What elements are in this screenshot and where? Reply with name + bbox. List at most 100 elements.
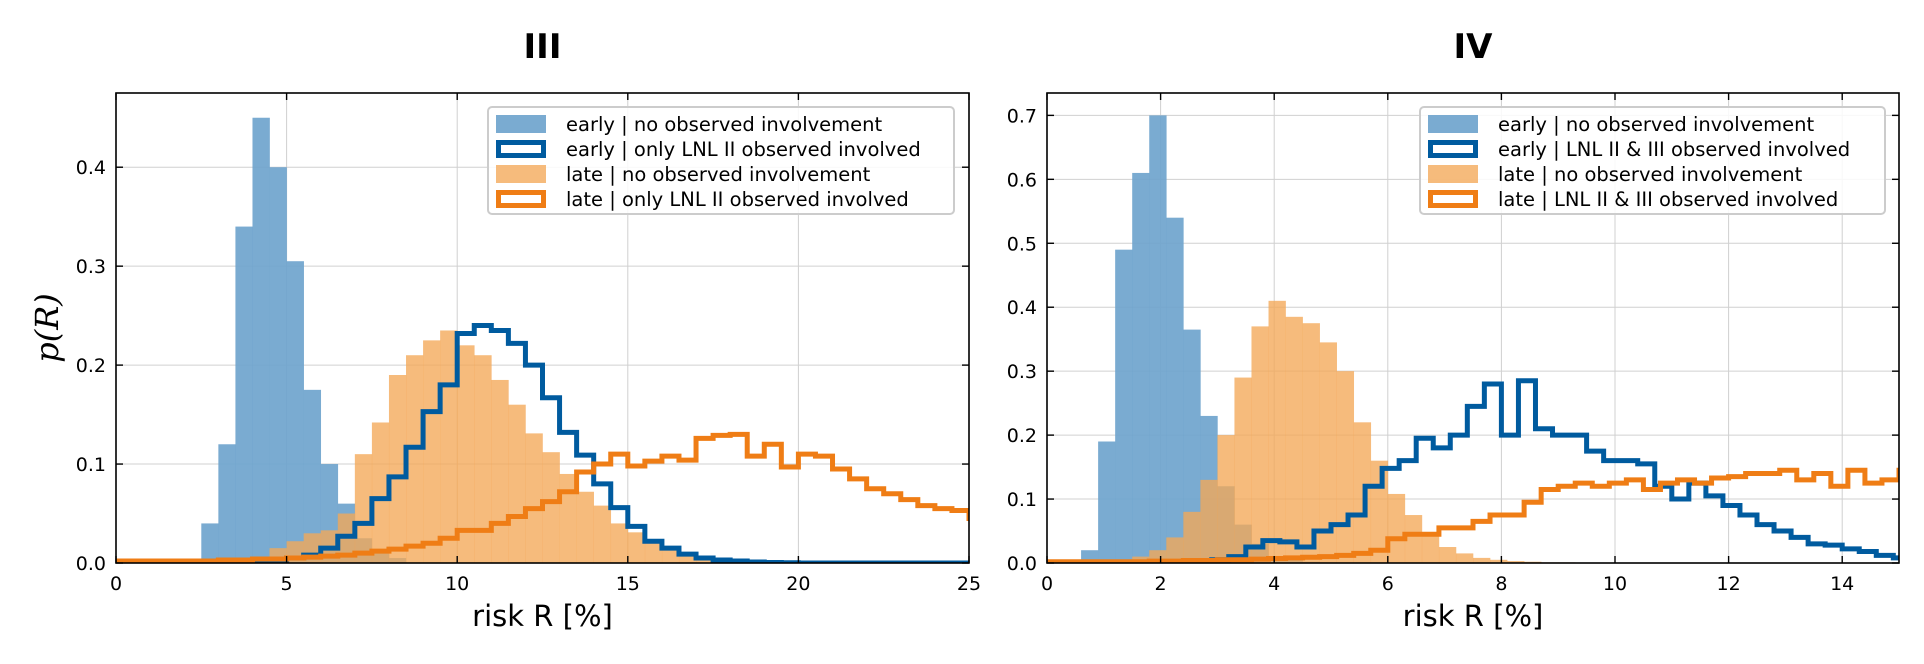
x-axis-label: risk R [%] [472, 599, 613, 633]
plot-area [116, 117, 969, 563]
histogram-bar [474, 355, 492, 563]
histogram-bar [542, 452, 560, 563]
histogram-bar [201, 523, 219, 563]
legend-swatch [1428, 140, 1478, 158]
y-tick-label: 0.0 [1007, 553, 1037, 575]
histogram-bar [525, 433, 543, 563]
x-tick-label: 0 [1041, 573, 1053, 595]
histogram-bar [1421, 534, 1440, 563]
plot-area [1047, 115, 1899, 563]
y-tick-label: 0.1 [1007, 489, 1037, 511]
histogram-bar [1490, 559, 1508, 563]
legend-swatch [1428, 190, 1478, 208]
x-tick-label: 8 [1495, 573, 1507, 595]
histogram-bar [491, 379, 509, 563]
y-tick-label: 0.3 [1007, 361, 1037, 383]
y-tick-label: 0.0 [76, 553, 106, 575]
legend-label: late | only LNL II observed involved [566, 188, 909, 211]
histogram-bar [1438, 547, 1457, 563]
x-tick-label: 25 [957, 573, 981, 595]
series-filled-early-no-observed-involvement [201, 117, 407, 563]
axes-frame [115, 92, 970, 564]
histogram-bar [1098, 441, 1116, 563]
panel-2: 0 2 4 6 8 10 12 14 0.0 0.1 0.2 0.3 0.4 0.5 0.6 0.7 IV ris… [1007, 27, 1900, 633]
histogram-bar [252, 117, 270, 563]
histogram-bar [627, 532, 646, 563]
x-axis-label: risk R [%] [1403, 599, 1544, 633]
y-tick-label: 0.2 [1007, 425, 1037, 447]
histogram-bar [1166, 537, 1184, 563]
legend-label: early | LNL II & III observed involved [1498, 138, 1850, 161]
histogram-bar [423, 340, 441, 563]
legend-label: late | LNL II & III observed involved [1498, 188, 1838, 211]
legend-swatch [1428, 115, 1478, 133]
histogram-bar [1353, 422, 1372, 563]
histogram-bar [661, 548, 680, 563]
histogram-bar [235, 226, 253, 563]
series-step-early-lnl-ii-iii-observed-involved [1160, 378, 1899, 563]
series-step-late-lnl-ii-iii-observed-involved [1047, 467, 1899, 563]
x-tick-label: 20 [786, 573, 810, 595]
legend-swatch [496, 165, 546, 183]
histogram-bar [388, 375, 407, 563]
x-tick-label: 10 [1603, 573, 1627, 595]
x-tick-label: 12 [1717, 573, 1741, 595]
panel-title: III [524, 27, 562, 67]
x-tick-label: 4 [1268, 573, 1280, 595]
histogram-bar [303, 389, 322, 563]
histogram-bar [678, 553, 697, 563]
y-tick-label: 0.5 [1007, 233, 1037, 255]
x-tick-label: 14 [1830, 573, 1854, 595]
histogram-bar [1336, 371, 1355, 563]
histogram-bar [644, 540, 663, 563]
x-tick-label: 0 [110, 573, 122, 595]
x-tick-label: 10 [445, 573, 469, 595]
histogram-bar [1268, 300, 1286, 563]
histogram-bar [1166, 217, 1184, 563]
histogram-bar [1132, 172, 1150, 563]
y-tick-label: 0.1 [76, 454, 106, 476]
histogram-bar [269, 167, 287, 563]
legend-swatch [1428, 165, 1478, 183]
series-step-late-only-lnl-ii-observed-involved [116, 431, 969, 563]
x-tick-label: 6 [1382, 573, 1394, 595]
panel-title: IV [1454, 27, 1494, 67]
y-tick-label: 0.2 [76, 355, 106, 377]
legend-label: late | no observed involvement [1498, 163, 1803, 186]
histogram-bar [406, 355, 424, 563]
histogram-bar [1319, 342, 1337, 563]
histogram-bar [1217, 435, 1235, 563]
legend-swatch [496, 140, 546, 158]
histogram-bar [1200, 479, 1218, 563]
histogram-bar [559, 473, 577, 563]
histogram-bar [457, 345, 475, 563]
histogram-bar [610, 523, 629, 563]
histogram-bar [286, 261, 304, 563]
y-tick-label: 0.3 [76, 256, 106, 278]
histogram-bar [1507, 561, 1525, 563]
histogram-bar [508, 404, 526, 563]
histogram-bar [218, 444, 236, 563]
y-tick-label: 0.6 [1007, 169, 1037, 191]
histogram-bar [1387, 493, 1406, 563]
histogram-bar [1302, 323, 1320, 563]
y-tick-label: 0.4 [76, 157, 106, 179]
histogram-bar [1234, 377, 1252, 563]
histogram-bar [576, 491, 594, 563]
axes-frame [1046, 92, 1900, 564]
legend-label: early | only LNL II observed involved [566, 138, 921, 161]
y-tick-label: 0.7 [1007, 105, 1037, 127]
histogram-bar [1251, 326, 1269, 563]
legend-label: early | no observed involvement [566, 113, 883, 136]
histogram-bar [1285, 316, 1303, 563]
legend-swatch [496, 115, 546, 133]
histogram-bar [1183, 329, 1201, 563]
x-tick-label: 15 [616, 573, 640, 595]
histogram-bar [1455, 553, 1474, 563]
legend-label: early | no observed involvement [1498, 113, 1815, 136]
histogram-bar [354, 454, 373, 563]
histogram-bar [1183, 511, 1201, 563]
histogram-bar [1473, 557, 1491, 563]
